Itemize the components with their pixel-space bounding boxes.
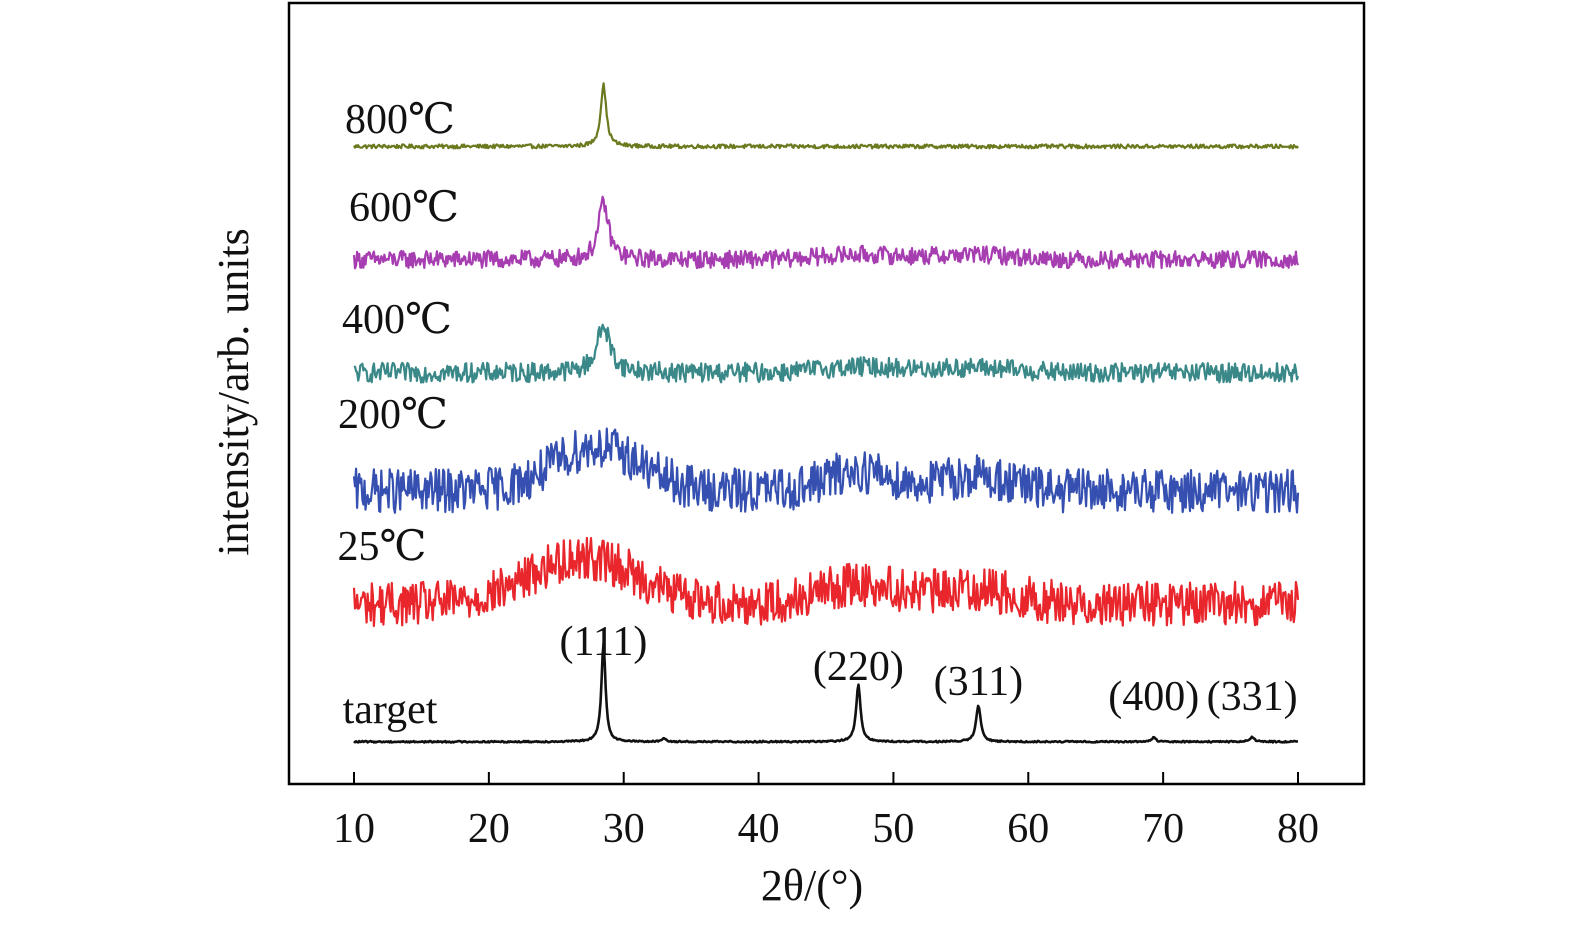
peak-label: (400): [1108, 674, 1199, 720]
x-tick-label: 30: [603, 806, 645, 852]
series-line-5: [353, 642, 1299, 744]
x-axis-title: 2θ/(°): [761, 861, 863, 910]
x-tick-label: 80: [1277, 806, 1319, 852]
x-tick-label: 70: [1142, 806, 1184, 852]
series-line-0: [353, 82, 1299, 150]
x-tick-label: 60: [1007, 806, 1049, 852]
series-label: 400℃: [342, 297, 452, 343]
peak-label: (111): [560, 619, 648, 665]
series-label: 200℃: [338, 392, 448, 438]
peak-labels: (111) (220) (311) (400) (331): [560, 619, 1298, 720]
x-tick-label: 10: [333, 806, 375, 852]
series-line-1: [352, 195, 1300, 270]
series-label: target: [343, 687, 438, 733]
series-label: 25℃: [338, 524, 427, 570]
series-lines: [352, 82, 1300, 744]
peak-label: (331): [1207, 674, 1298, 720]
x-axis: 10 20 30 40 50 60 70 80: [333, 772, 1319, 852]
series-line-3: [352, 427, 1300, 514]
series-label: 600℃: [349, 185, 459, 231]
peak-label: (220): [813, 644, 904, 690]
x-tick-label: 50: [872, 806, 914, 852]
series-labels: 800℃ 600℃ 400℃ 200℃ 25℃ target: [338, 97, 459, 733]
x-tick-label: 20: [468, 806, 510, 852]
y-axis-title: intensity/arb. units: [209, 228, 258, 556]
series-line-2: [353, 323, 1300, 384]
peak-label: (311): [934, 659, 1023, 705]
plot-frame: [287, 1, 1366, 786]
series-label: 800℃: [345, 97, 455, 143]
series-line-4: [352, 536, 1300, 628]
x-tick-label: 40: [738, 806, 780, 852]
